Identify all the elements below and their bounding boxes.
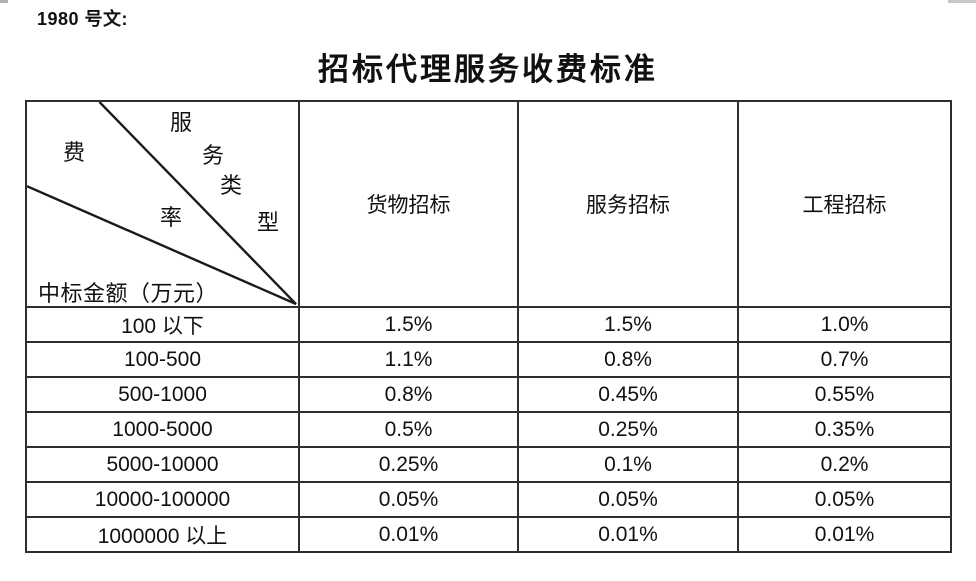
rate-cell: 0.05% bbox=[737, 481, 952, 518]
table-row: 100-500 1.1% 0.8% 0.7% bbox=[25, 341, 952, 378]
table-row: 100 以下 1.5% 1.5% 1.0% bbox=[25, 306, 952, 343]
rate-cell: 0.45% bbox=[517, 376, 739, 413]
rate-cell: 0.05% bbox=[517, 481, 739, 518]
amount-range-cell: 1000-5000 bbox=[25, 411, 300, 448]
amount-range-cell: 100-500 bbox=[25, 341, 300, 378]
table-row: 5000-10000 0.25% 0.1% 0.2% bbox=[25, 446, 952, 483]
scan-artifact-top-left bbox=[0, 0, 8, 3]
corner-service-type-char: 型 bbox=[257, 210, 280, 235]
table-row: 10000-100000 0.05% 0.05% 0.05% bbox=[25, 481, 952, 518]
corner-service-type-char: 类 bbox=[220, 173, 243, 198]
rate-cell: 1.5% bbox=[298, 306, 519, 343]
rate-cell: 0.01% bbox=[737, 516, 952, 553]
rate-cell: 0.35% bbox=[737, 411, 952, 448]
rate-cell: 0.05% bbox=[298, 481, 519, 518]
page-title: 招标代理服务收费标准 bbox=[318, 52, 658, 87]
corner-fee-char: 费 bbox=[63, 140, 86, 165]
table-row: 1000000 以上 0.01% 0.01% 0.01% bbox=[25, 516, 952, 553]
amount-range-cell: 5000-10000 bbox=[25, 446, 300, 483]
rate-cell: 0.8% bbox=[517, 341, 739, 378]
corner-amount-label: 中标金额（万元） bbox=[38, 281, 219, 306]
corner-service-type-char: 务 bbox=[202, 143, 225, 168]
column-header-goods: 货物招标 bbox=[298, 100, 519, 308]
doc-number-label: 1980 号文: bbox=[37, 9, 129, 29]
rate-cell: 0.5% bbox=[298, 411, 519, 448]
rate-cell: 0.25% bbox=[517, 411, 739, 448]
diagonal-corner-cell: 服 务 类 型 费 率 中标金额（万元） bbox=[25, 100, 300, 308]
column-header-engineering: 工程招标 bbox=[737, 100, 952, 308]
rate-cell: 1.1% bbox=[298, 341, 519, 378]
rate-cell: 0.1% bbox=[517, 446, 739, 483]
amount-range-cell: 10000-100000 bbox=[25, 481, 300, 518]
rate-cell: 0.25% bbox=[298, 446, 519, 483]
rate-cell: 0.55% bbox=[737, 376, 952, 413]
corner-fee-char: 率 bbox=[160, 205, 183, 230]
diagonal-line-upper bbox=[98, 102, 297, 305]
amount-range-cell: 1000000 以上 bbox=[25, 516, 300, 553]
rate-cell: 0.01% bbox=[517, 516, 739, 553]
diagonal-line-lower bbox=[27, 185, 297, 306]
amount-range-cell: 500-1000 bbox=[25, 376, 300, 413]
table-header-row: 服 务 类 型 费 率 中标金额（万元） 货物招标 服务招标 工程招标 bbox=[25, 100, 952, 308]
fee-rate-table: 服 务 类 型 费 率 中标金额（万元） 货物招标 服务招标 工程招标 100 … bbox=[25, 100, 952, 553]
column-header-services: 服务招标 bbox=[517, 100, 739, 308]
rate-cell: 1.0% bbox=[737, 306, 952, 343]
table-row: 500-1000 0.8% 0.45% 0.55% bbox=[25, 376, 952, 413]
scan-artifact-top-right bbox=[948, 0, 976, 3]
amount-range-cell: 100 以下 bbox=[25, 306, 300, 343]
rate-cell: 1.5% bbox=[517, 306, 739, 343]
table-row: 1000-5000 0.5% 0.25% 0.35% bbox=[25, 411, 952, 448]
corner-service-type-char: 服 bbox=[170, 110, 193, 135]
rate-cell: 0.8% bbox=[298, 376, 519, 413]
rate-cell: 0.7% bbox=[737, 341, 952, 378]
rate-cell: 0.01% bbox=[298, 516, 519, 553]
rate-cell: 0.2% bbox=[737, 446, 952, 483]
diagonal-lines-graphic bbox=[27, 102, 297, 306]
